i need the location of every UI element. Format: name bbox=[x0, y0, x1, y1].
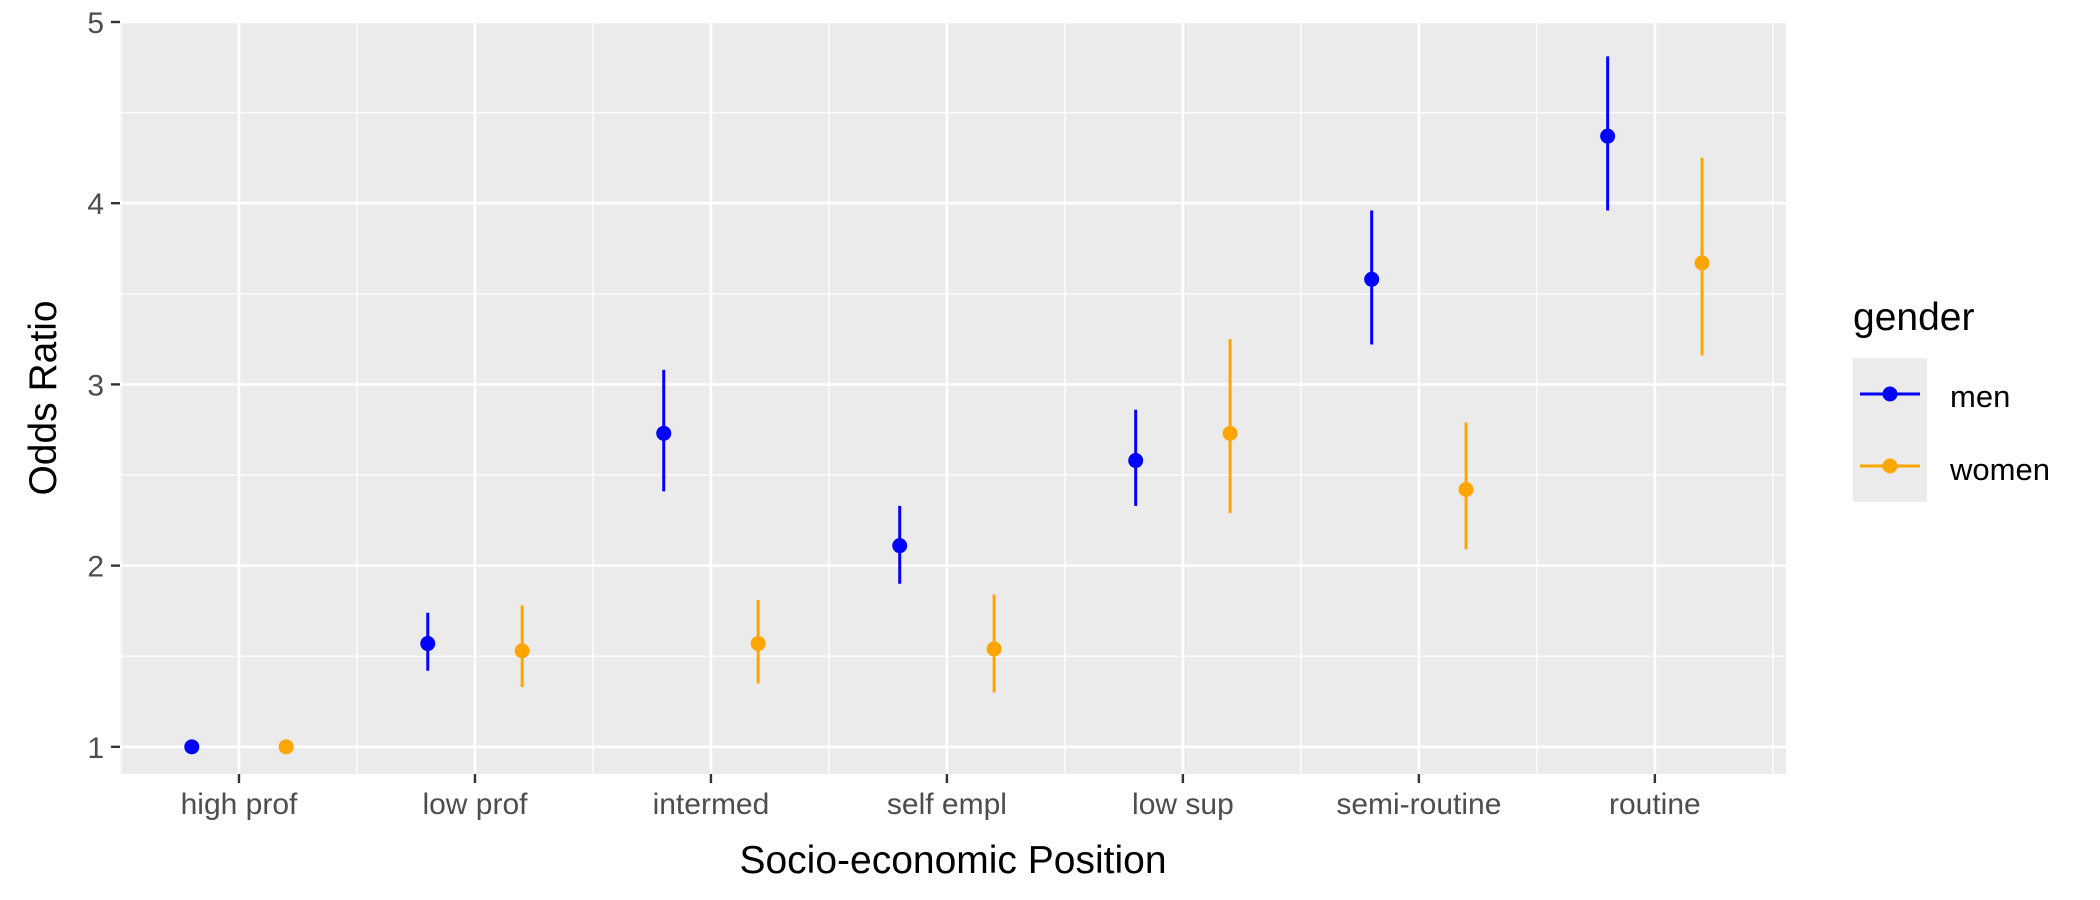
legend-title: gender bbox=[1853, 296, 1974, 339]
x-tick-label: routine bbox=[1609, 788, 1701, 821]
point-men bbox=[1364, 271, 1380, 287]
point-men bbox=[184, 739, 200, 755]
legend-key-point-women bbox=[1882, 458, 1898, 474]
y-axis-title: Odds Ratio bbox=[22, 300, 65, 495]
x-tick-label: self empl bbox=[887, 788, 1007, 821]
point-women bbox=[278, 739, 294, 755]
y-tick-label: 1 bbox=[87, 732, 104, 765]
x-tick-label: low prof bbox=[422, 788, 528, 821]
minor-gridlines bbox=[120, 22, 1786, 774]
x-tick-label: intermed bbox=[653, 788, 770, 821]
point-men bbox=[892, 538, 908, 554]
y-axis-tick-labels: 1 2 3 4 5 bbox=[87, 7, 104, 765]
y-tick-label: 2 bbox=[87, 551, 104, 584]
x-tick-label: low sup bbox=[1132, 788, 1234, 821]
point-women bbox=[1694, 255, 1710, 271]
point-men bbox=[1128, 453, 1144, 469]
x-axis-title: Socio-economic Position bbox=[739, 839, 1166, 882]
legend: gender men women bbox=[1853, 296, 2050, 502]
y-tick-label: 5 bbox=[87, 7, 104, 40]
point-women bbox=[750, 636, 766, 652]
x-tick-label: high prof bbox=[181, 788, 298, 821]
data-marks bbox=[184, 56, 1710, 755]
point-men bbox=[420, 636, 436, 652]
legend-label-women: women bbox=[1949, 452, 2050, 487]
y-tick-label: 4 bbox=[87, 188, 104, 221]
point-women bbox=[986, 641, 1002, 657]
x-tick-label: semi-routine bbox=[1336, 788, 1501, 821]
point-women bbox=[514, 643, 530, 659]
legend-label-men: men bbox=[1950, 379, 2010, 414]
point-women bbox=[1458, 482, 1474, 498]
y-tick-label: 3 bbox=[87, 369, 104, 402]
plot-panel bbox=[120, 22, 1786, 774]
major-gridlines bbox=[120, 20, 1786, 774]
point-women bbox=[1222, 425, 1238, 441]
y-axis-ticks bbox=[111, 20, 120, 749]
x-axis-ticks bbox=[237, 774, 1657, 783]
legend-key-point-men bbox=[1882, 386, 1898, 402]
point-men bbox=[656, 425, 672, 441]
x-axis-tick-labels: high prof low prof intermed self empl low su… bbox=[181, 788, 1701, 821]
point-men bbox=[1600, 128, 1616, 144]
legend-key-background bbox=[1853, 358, 1927, 502]
